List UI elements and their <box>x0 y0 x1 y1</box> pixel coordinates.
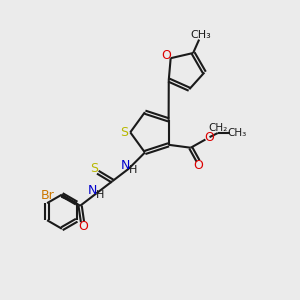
Text: H: H <box>96 190 105 200</box>
Text: O: O <box>194 159 204 172</box>
Text: O: O <box>161 49 171 62</box>
Text: N: N <box>121 159 130 172</box>
Text: CH₂: CH₂ <box>208 123 227 133</box>
Text: S: S <box>120 126 128 139</box>
Text: H: H <box>129 165 137 175</box>
Text: CH₃: CH₃ <box>190 30 211 40</box>
Text: O: O <box>78 220 88 232</box>
Text: N: N <box>88 184 98 197</box>
Text: CH₃: CH₃ <box>227 128 247 138</box>
Text: Br: Br <box>41 189 55 202</box>
Text: O: O <box>204 131 214 144</box>
Text: S: S <box>90 162 98 175</box>
